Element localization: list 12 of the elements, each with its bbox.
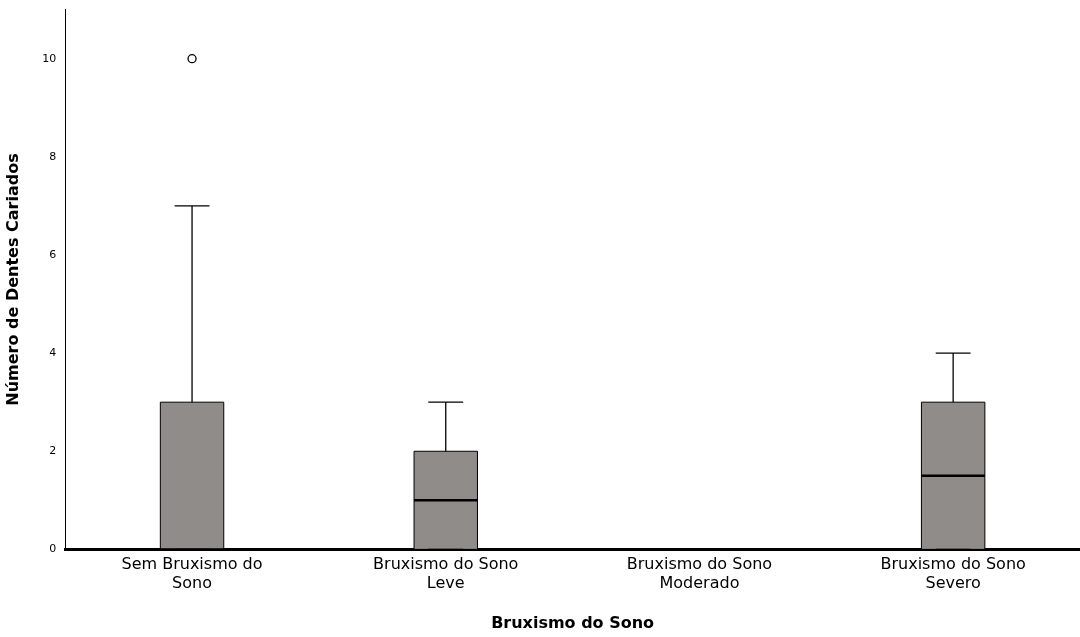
x-tick-label: Bruxismo do Sono Leve [373,554,519,593]
x-axis-title: Bruxismo do Sono [491,612,655,632]
y-tick-label: 0 [49,542,57,556]
x-tick-label: Bruxismo do Sono Moderado [626,554,773,593]
x-tick-label: Bruxismo do Sono Severo [880,554,1026,593]
y-tick-label: 6 [49,247,57,261]
y-tick-label: 2 [49,444,57,458]
x-tick-label: Sem Bruxismo do Sono [121,554,263,593]
y-tick-label: 4 [49,345,57,359]
y-tick-label: 8 [49,149,57,163]
y-tick-label: 10 [42,51,57,65]
y-axis-title: Número de Dentes Cariados [2,153,22,406]
